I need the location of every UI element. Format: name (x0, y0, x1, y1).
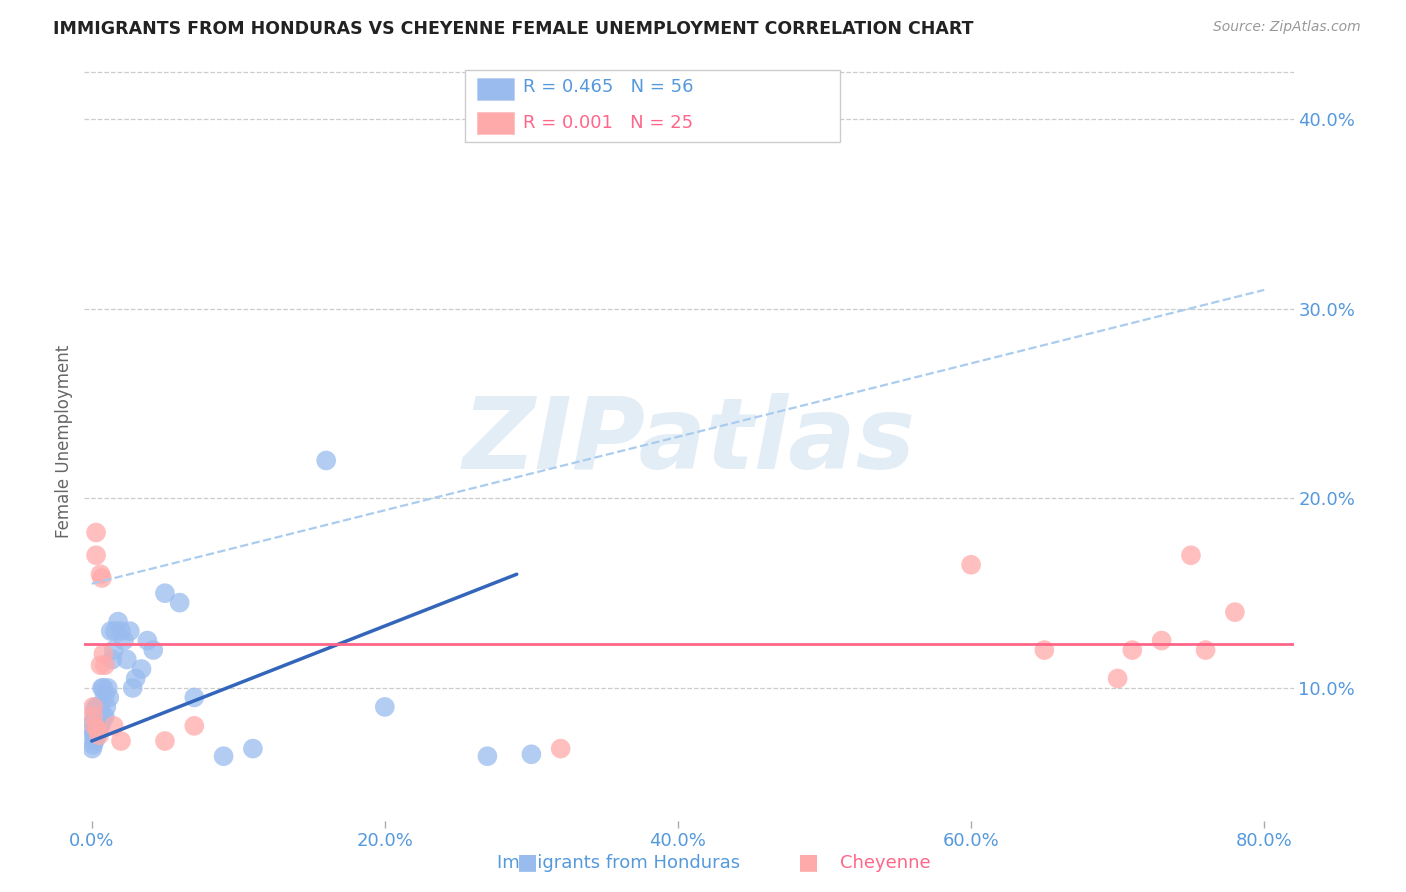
Point (83, 713, 105, 727)
Point (1033, 643, 1056, 657)
Point (1180, 548, 1202, 563)
Point (477, 749, 499, 764)
Point (82, 699, 104, 714)
Text: Source: ZipAtlas.com: Source: ZipAtlas.com (1213, 20, 1361, 34)
Point (84, 723, 107, 737)
Point (97, 681, 120, 695)
Point (83, 719, 105, 733)
Point (136, 633, 159, 648)
Point (86, 726, 108, 740)
Point (89, 719, 111, 733)
Point (1150, 633, 1173, 648)
Point (374, 699, 396, 714)
Point (104, 624, 127, 639)
Point (121, 681, 143, 695)
Point (94, 689, 117, 703)
Point (89, 567, 111, 582)
Point (84, 730, 107, 744)
Point (84, 525, 107, 540)
Point (91, 715, 114, 730)
Point (98, 690, 121, 705)
Point (110, 734, 132, 748)
Point (242, 741, 264, 756)
Point (86, 719, 108, 733)
Point (103, 643, 125, 657)
Point (212, 749, 235, 764)
Point (86, 709, 108, 723)
Y-axis label: Female Unemployment: Female Unemployment (55, 345, 73, 538)
Point (83, 704, 105, 718)
Point (94, 709, 117, 723)
Point (1223, 605, 1246, 619)
Point (82, 741, 104, 756)
Point (142, 643, 165, 657)
Point (183, 690, 205, 705)
FancyBboxPatch shape (465, 70, 841, 142)
Point (87, 723, 110, 737)
Point (93, 681, 115, 695)
Point (82, 709, 104, 723)
Point (86, 723, 108, 737)
Point (87, 713, 110, 727)
Text: ZIPatlas: ZIPatlas (463, 393, 915, 490)
Text: ■: ■ (799, 853, 818, 872)
Point (94, 658, 117, 673)
Point (315, 453, 337, 467)
Text: R = 0.001   N = 25: R = 0.001 N = 25 (523, 114, 693, 132)
Text: ■: ■ (517, 853, 537, 872)
Point (1194, 643, 1216, 657)
Point (110, 624, 132, 639)
Point (82, 728, 104, 742)
Point (153, 734, 176, 748)
Point (83, 734, 105, 748)
Point (100, 624, 122, 639)
Point (82, 715, 104, 730)
Point (83, 719, 105, 733)
Point (107, 615, 129, 629)
FancyBboxPatch shape (478, 112, 513, 135)
Point (550, 741, 572, 756)
Point (169, 596, 191, 610)
Point (131, 662, 153, 676)
Point (91, 571, 114, 585)
Point (91, 681, 114, 695)
Point (84, 699, 107, 714)
FancyBboxPatch shape (478, 78, 513, 100)
Text: Immigrants from Honduras: Immigrants from Honduras (498, 855, 740, 872)
Point (82, 723, 104, 737)
Point (83, 728, 105, 742)
Text: Cheyenne: Cheyenne (841, 855, 931, 872)
Point (118, 624, 141, 639)
Text: IMMIGRANTS FROM HONDURAS VS CHEYENNE FEMALE UNEMPLOYMENT CORRELATION CHART: IMMIGRANTS FROM HONDURAS VS CHEYENNE FEM… (53, 20, 974, 37)
Point (87, 728, 110, 742)
Point (82, 738, 104, 752)
Point (93, 647, 115, 661)
Point (103, 719, 125, 733)
Point (1121, 643, 1143, 657)
Point (96, 699, 118, 714)
Point (124, 672, 146, 686)
Point (183, 719, 205, 733)
Text: R = 0.465   N = 56: R = 0.465 N = 56 (523, 78, 693, 96)
Point (87, 704, 110, 718)
Point (84, 715, 107, 730)
Point (112, 633, 135, 648)
Point (153, 586, 176, 600)
Point (520, 747, 543, 762)
Point (84, 548, 107, 563)
Point (84, 707, 107, 722)
Point (960, 558, 983, 572)
Point (115, 652, 138, 666)
Point (86, 699, 108, 714)
Point (93, 709, 115, 723)
Point (1107, 672, 1129, 686)
Point (89, 658, 111, 673)
Point (101, 652, 124, 666)
Point (89, 699, 111, 714)
